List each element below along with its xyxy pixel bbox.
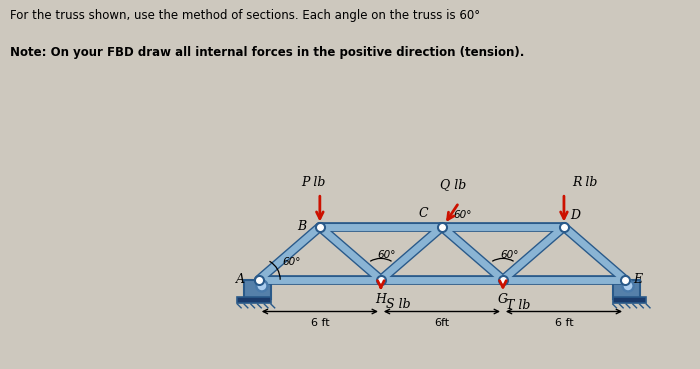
FancyBboxPatch shape (237, 297, 271, 303)
Text: 60°: 60° (282, 256, 300, 266)
Circle shape (622, 280, 634, 292)
Text: T lb: T lb (506, 299, 531, 312)
Text: G: G (498, 293, 508, 306)
Text: S lb: S lb (386, 298, 410, 311)
Text: 6ft: 6ft (434, 318, 449, 328)
Text: 6 ft: 6 ft (311, 318, 329, 328)
Text: C: C (419, 207, 428, 220)
Text: B: B (298, 220, 307, 234)
Text: A: A (237, 273, 246, 286)
Text: For the truss shown, use the method of sections. Each angle on the truss is 60°: For the truss shown, use the method of s… (10, 9, 481, 22)
Circle shape (258, 282, 265, 290)
Text: 60°: 60° (453, 210, 471, 220)
Circle shape (256, 280, 268, 292)
Text: Note: On your FBD draw all internal forces in the positive direction (tension).: Note: On your FBD draw all internal forc… (10, 46, 525, 59)
Text: D: D (570, 209, 580, 222)
Text: P lb: P lb (302, 176, 326, 189)
Text: 60°: 60° (500, 251, 519, 261)
Text: E: E (634, 273, 643, 286)
Text: 6 ft: 6 ft (554, 318, 573, 328)
Text: H: H (375, 293, 386, 306)
Text: R lb: R lb (573, 176, 598, 189)
FancyBboxPatch shape (612, 297, 646, 303)
FancyBboxPatch shape (612, 280, 640, 299)
Text: Q lb: Q lb (440, 179, 466, 192)
Circle shape (624, 282, 631, 290)
Text: 60°: 60° (378, 251, 396, 261)
FancyBboxPatch shape (244, 280, 271, 299)
